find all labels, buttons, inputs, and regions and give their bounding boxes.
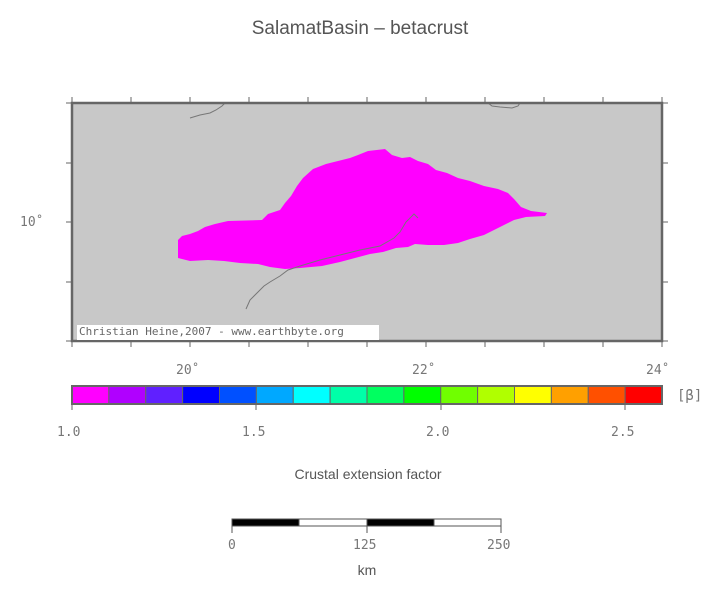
credit-box	[77, 325, 379, 340]
colorbar-cell	[219, 385, 257, 405]
map-title: SalamatBasin – betacrust	[251, 18, 469, 39]
colorbar-cell	[550, 385, 589, 405]
map-ticks	[66, 97, 668, 347]
colorbar-cell	[366, 385, 405, 405]
colorbar-cell	[440, 385, 479, 405]
colorbar-cell	[71, 385, 110, 405]
lat-label-10: 10˚	[20, 215, 44, 230]
colorbar-unit-label: [β]	[677, 388, 703, 404]
colorbar-ticks	[71, 404, 626, 410]
colorbar-cell	[108, 385, 147, 405]
lon-label-20: 20˚	[176, 363, 200, 378]
river-line-center	[245, 213, 419, 310]
colorbar-cell	[255, 385, 294, 405]
scale-tick-125: 125	[353, 538, 377, 553]
colorbar-cell	[292, 385, 331, 405]
colorbar-cell	[624, 385, 663, 405]
colorbar-tick-2-0: 2.0	[426, 425, 450, 440]
colorbar-tick-2-5: 2.5	[611, 425, 635, 440]
colorbar-cells	[71, 385, 663, 405]
river-line-top-right	[487, 102, 521, 109]
lon-label-24: 24˚	[646, 363, 670, 378]
colorbar-tick-1-0: 1.0	[57, 425, 81, 440]
colorbar-cell	[514, 385, 552, 405]
colorbar-tick-1-5: 1.5	[242, 425, 266, 440]
colorbar-frame	[71, 385, 663, 405]
colorbar-cell	[587, 385, 626, 405]
colorbar-cell	[477, 385, 515, 405]
scale-tick-0: 0	[228, 538, 236, 553]
river-line-top-left	[189, 102, 226, 119]
map-credit: Christian Heine,2007 - www.earthbyte.org	[79, 325, 344, 338]
colorbar-cell	[182, 385, 220, 405]
scale-unit: km	[357, 562, 377, 578]
colorbar-cell	[145, 385, 184, 405]
lon-label-22: 22˚	[412, 363, 436, 378]
scale-bar	[231, 518, 502, 533]
colorbar-cell	[329, 385, 368, 405]
scale-tick-250: 250	[487, 538, 511, 553]
colorbar-title: Crustal extension factor	[294, 466, 442, 482]
colorbar-cell	[403, 385, 442, 405]
basin-extension-area	[178, 149, 547, 269]
